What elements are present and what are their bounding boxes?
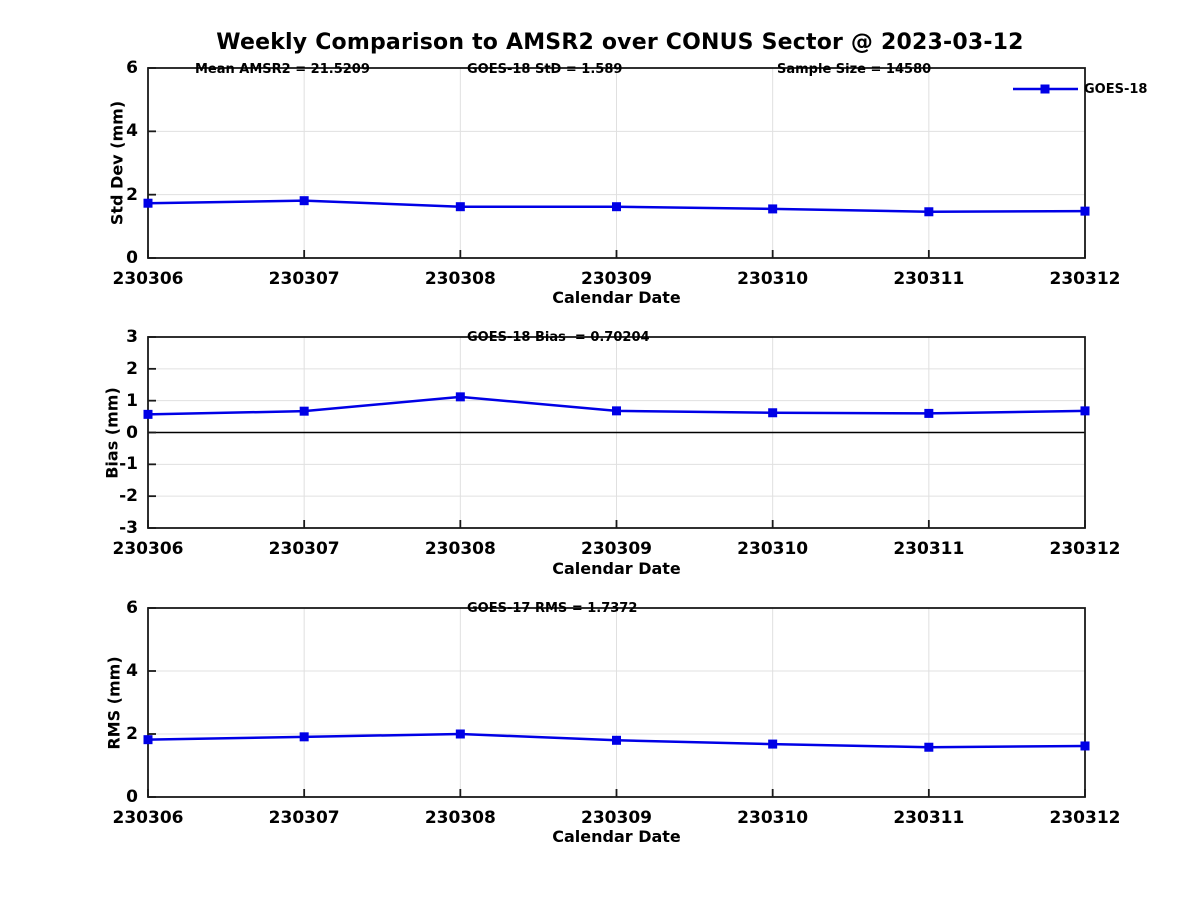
x-tick-label-bias-panel: 230306 [112,539,184,559]
data-point-marker [1080,406,1090,416]
data-point-marker [768,204,778,214]
x-tick-label-rms-panel: 230306 [112,808,184,828]
data-point-marker [612,735,621,745]
y-tick-label-bias-panel: -3 [119,518,138,538]
data-point-marker [612,202,621,212]
data-point-marker [143,409,153,419]
y-tick-label-std-dev-panel: 2 [126,184,138,205]
data-point-marker [768,408,778,418]
data-point-marker [768,739,778,749]
data-point-marker [299,406,309,416]
data-point-marker [924,408,934,418]
x-tick-label-rms-panel: 230312 [1049,808,1121,828]
y-tick-label-std-dev-panel: 0 [126,248,138,268]
y-tick-label-rms-panel: 4 [126,661,138,681]
data-point-marker [299,732,309,742]
x-tick-label-rms-panel: 230308 [424,808,496,828]
xlabel-calendar-date-2: Calendar Date [552,559,681,578]
x-tick-label-std-dev-panel: 230306 [112,269,184,289]
data-point-marker [455,202,465,212]
x-tick-label-bias-panel: 230307 [268,539,340,559]
data-point-marker [1080,206,1090,216]
legend-marker-sample [1040,84,1050,94]
chart-title: Weekly Comparison to AMSR2 over CONUS Se… [216,30,1024,55]
data-point-marker [299,196,309,206]
ylabel-std-dev: Std Dev (mm) [107,100,127,226]
x-tick-label-bias-panel: 230311 [893,539,965,559]
x-tick-label-std-dev-panel: 230312 [1049,269,1121,289]
x-tick-label-rms-panel: 230310 [737,808,809,828]
legend-label-goes18: GOES-18 [1084,82,1148,97]
annotation-mean-amsr2: Mean AMSR2 = 21.5209 [195,62,370,77]
data-point-marker [1080,741,1090,751]
annotation-goes17-rms: GOES-17 RMS = 1.7372 [467,601,638,616]
data-point-marker [924,207,934,217]
y-tick-label-rms-panel: 6 [126,598,138,618]
y-tick-label-bias-panel: -1 [119,454,138,475]
data-point-marker [143,198,153,208]
y-tick-label-std-dev-panel: 6 [126,58,138,78]
xlabel-calendar-date-3: Calendar Date [552,827,681,846]
annotation-sample-size: Sample Size = 14580 [777,62,932,77]
x-tick-label-std-dev-panel: 230308 [424,269,496,289]
x-tick-label-std-dev-panel: 230310 [737,269,809,289]
x-tick-label-rms-panel: 230309 [581,808,652,828]
y-tick-label-bias-panel: 1 [126,390,138,411]
x-tick-label-rms-panel: 230311 [893,808,965,828]
x-tick-label-rms-panel: 230307 [268,808,340,828]
y-tick-label-bias-panel: 0 [126,422,138,443]
data-point-marker [143,735,153,745]
data-point-marker [924,742,934,752]
y-tick-label-bias-panel: 3 [126,327,138,347]
y-tick-label-rms-panel: 0 [126,787,138,807]
y-tick-label-std-dev-panel: 4 [126,121,138,142]
x-tick-label-bias-panel: 230312 [1049,539,1121,559]
y-tick-label-bias-panel: 2 [126,358,138,379]
x-tick-label-bias-panel: 230310 [737,539,809,559]
y-tick-label-rms-panel: 2 [126,724,138,744]
data-point-marker [612,406,621,416]
y-tick-label-bias-panel: -2 [119,486,138,507]
xlabel-calendar-date-1: Calendar Date [552,288,681,307]
data-point-marker [455,729,465,739]
x-tick-label-bias-panel: 230308 [424,539,496,559]
x-tick-label-bias-panel: 230309 [581,539,652,559]
data-point-marker [455,392,465,402]
x-tick-label-std-dev-panel: 230311 [893,269,965,289]
annotation-goes18-std: GOES-18 StD = 1.589 [467,62,623,77]
x-tick-label-std-dev-panel: 230309 [581,269,652,289]
annotation-goes18-bias: GOES-18 Bias = 0.70204 [467,330,650,345]
x-tick-label-std-dev-panel: 230307 [268,269,340,289]
